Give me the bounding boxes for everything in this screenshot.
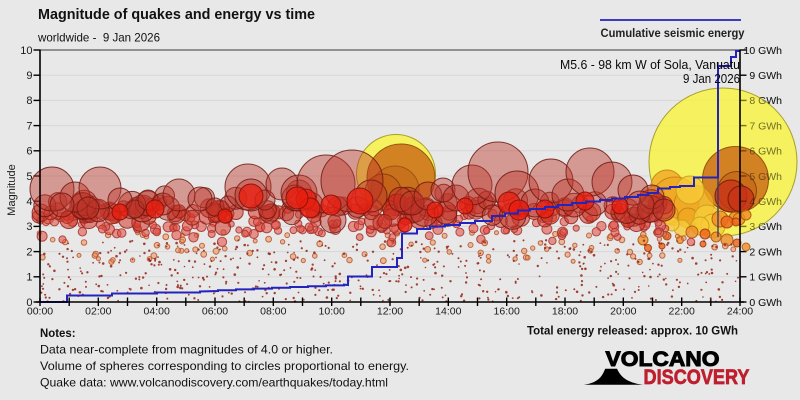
svg-text:2 GWh: 2 GWh [749,246,782,258]
svg-text:3 GWh: 3 GWh [749,221,782,233]
svg-text:1: 1 [26,272,32,284]
svg-text:2 GWh: 2 GWh [749,246,782,258]
svg-text:0: 0 [26,297,32,309]
svg-text:12:00: 12:00 [377,306,403,318]
svg-text:Data near-complete from magnit: Data near-complete from magnitudes of 4.… [40,343,333,357]
svg-text:10 GWh: 10 GWh [743,45,782,57]
svg-text:10: 10 [20,45,32,57]
svg-text:00:00: 00:00 [27,306,53,318]
svg-text:worldwide - 9 Jan 2026: worldwide - 9 Jan 2026 [37,31,160,45]
svg-text:Cumulative seismic energy: Cumulative seismic energy [601,26,745,40]
svg-text:24:00: 24:00 [727,306,753,318]
svg-text:1 GWh: 1 GWh [749,272,782,284]
svg-text:9: 9 [26,70,32,82]
svg-text:16:00: 16:00 [494,306,520,318]
svg-text:Magnitude: Magnitude [6,164,18,215]
svg-text:Quake data: www.volcanodiscove: Quake data: www.volcanodiscovery.com/ear… [40,376,388,390]
svg-text:VOLCANO: VOLCANO [606,348,720,371]
svg-text:10:00: 10:00 [319,306,345,318]
svg-text:Total energy released: approx.: Total energy released: approx. 10 GWh [527,324,738,338]
svg-text:7: 7 [26,120,32,132]
svg-text:5 GWh: 5 GWh [749,171,782,183]
svg-text:4 GWh: 4 GWh [749,196,782,208]
svg-text:8 GWh: 8 GWh [749,95,782,107]
svg-text:1 GWh: 1 GWh [749,272,782,284]
svg-text:M5.6 - 98 km W of Sola, Vanuat: M5.6 - 98 km W of Sola, Vanuatu [560,58,740,72]
svg-text:2: 2 [26,246,32,258]
svg-text:9 GWh: 9 GWh [749,70,782,82]
svg-text:9 Jan 2026: 9 Jan 2026 [683,72,740,86]
svg-text:DISCOVERY: DISCOVERY [644,366,750,389]
svg-text:22:00: 22:00 [669,306,695,318]
svg-text:3: 3 [26,221,32,233]
svg-text:8: 8 [26,95,32,107]
svg-text:14:00: 14:00 [435,306,461,318]
svg-text:Notes:: Notes: [40,326,76,340]
svg-text:6: 6 [26,146,32,158]
svg-text:Volume of spheres correspondin: Volume of spheres corresponding to circl… [40,359,409,373]
svg-text:6 GWh: 6 GWh [749,146,782,158]
svg-text:04:00: 04:00 [144,306,170,318]
svg-text:4: 4 [26,196,32,208]
svg-text:0 GWh: 0 GWh [749,297,782,309]
svg-text:20:00: 20:00 [610,306,636,318]
svg-text:06:00: 06:00 [202,306,228,318]
svg-text:02:00: 02:00 [85,306,111,318]
svg-text:7 GWh: 7 GWh [749,120,782,132]
svg-text:5: 5 [26,171,32,183]
svg-text:18:00: 18:00 [552,306,578,318]
svg-text:08:00: 08:00 [260,306,286,318]
svg-text:Magnitude of quakes and energy: Magnitude of quakes and energy vs time [38,6,315,23]
svg-text:0 GWh: 0 GWh [749,297,782,309]
svg-text:9 GWh: 9 GWh [749,70,782,82]
svg-text:10 GWh: 10 GWh [743,45,782,57]
